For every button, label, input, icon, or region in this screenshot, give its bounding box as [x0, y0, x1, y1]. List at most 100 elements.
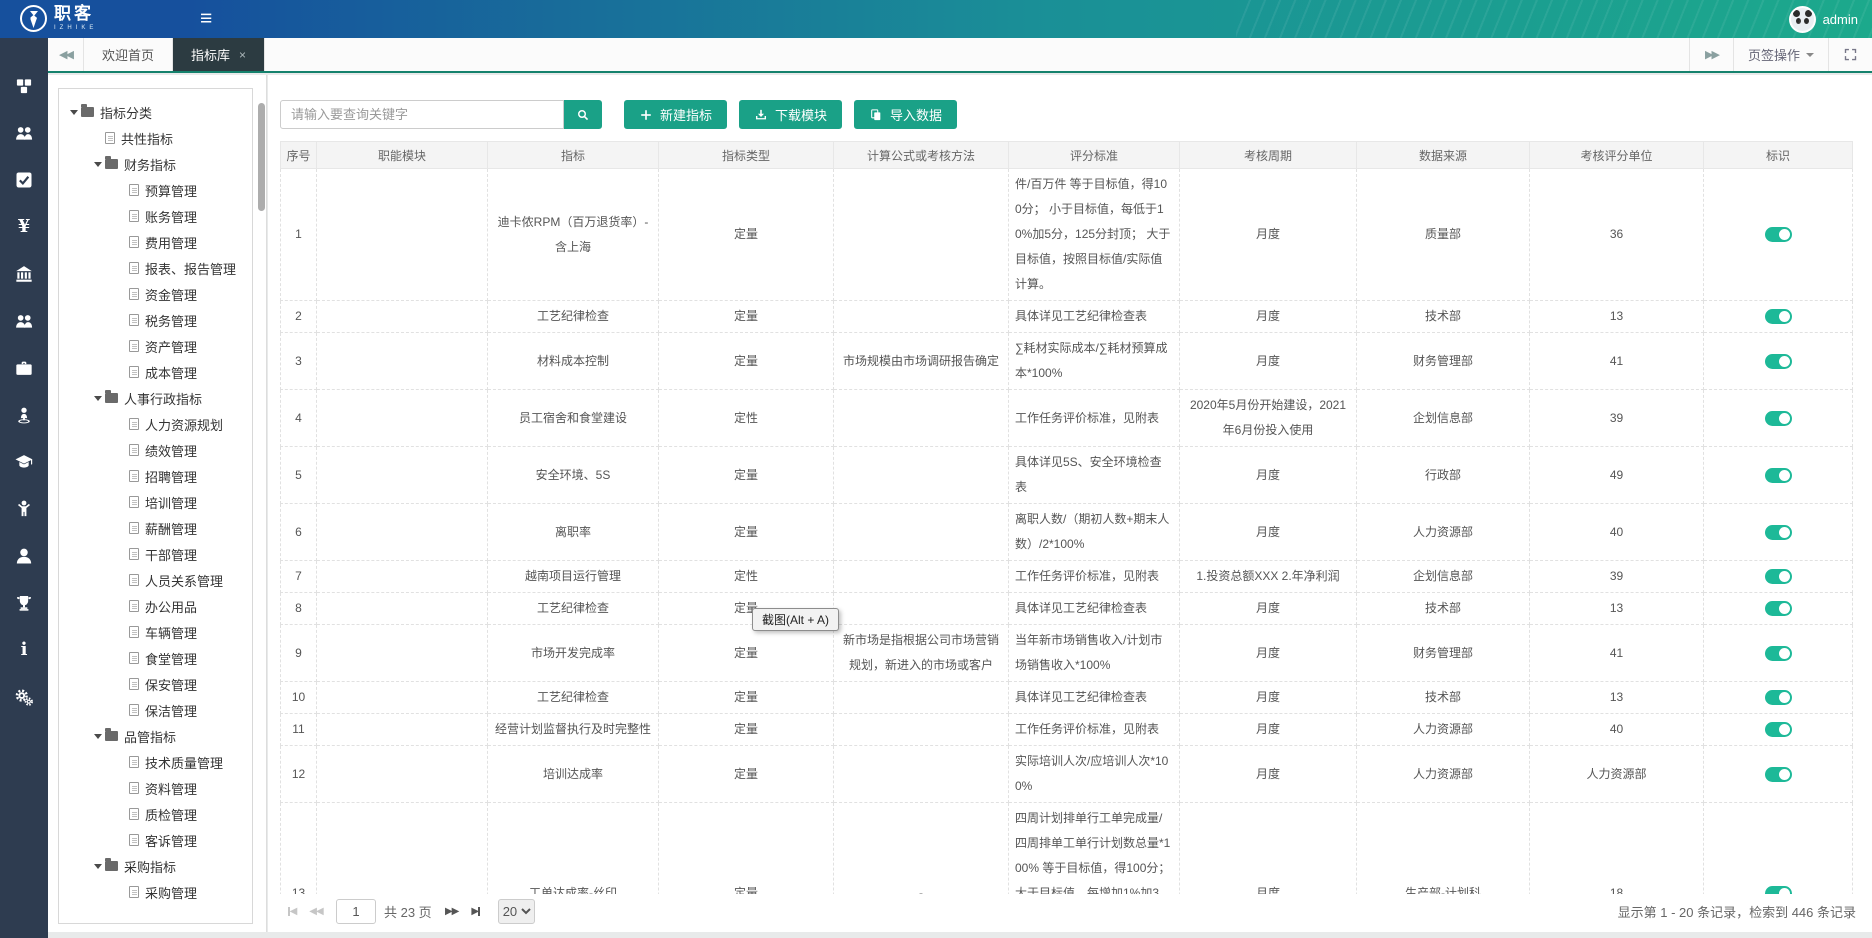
tree-item-leaf[interactable]: 费用管理	[67, 229, 252, 255]
prev-page-button[interactable]: ◀◀	[309, 905, 323, 917]
tree-item-label: 指标分类	[100, 105, 153, 121]
user-group-icon[interactable]	[0, 297, 48, 344]
cell-period: 月度	[1179, 300, 1357, 333]
status-toggle-on[interactable]	[1764, 227, 1792, 243]
tree-item-leaf[interactable]: 招聘管理	[67, 463, 252, 489]
tree-item-leaf[interactable]: 资产管理	[67, 333, 252, 359]
search-input[interactable]	[280, 100, 564, 129]
folder-icon	[81, 104, 94, 117]
cell-period: 月度	[1179, 332, 1357, 390]
tree-item-folder[interactable]: 财务指标	[67, 151, 252, 177]
close-tab-icon[interactable]: ×	[239, 47, 247, 62]
tree-item-leaf[interactable]: 报表、报告管理	[67, 255, 252, 281]
tree-item-leaf[interactable]: 资金管理	[67, 281, 252, 307]
tree-item-leaf[interactable]: 客诉管理	[67, 827, 252, 853]
gears-icon[interactable]	[0, 673, 48, 720]
user-group-icon[interactable]	[0, 109, 48, 156]
tree-item-folder[interactable]: 采购指标	[67, 853, 252, 879]
tree-item-folder[interactable]: 指标分类	[67, 99, 252, 125]
graduation-cap-icon[interactable]	[0, 438, 48, 485]
tree-item-leaf[interactable]: 账务管理	[67, 203, 252, 229]
tree-item-folder[interactable]: 人事行政指标	[67, 385, 252, 411]
status-toggle-on[interactable]	[1764, 467, 1792, 483]
status-toggle-on[interactable]	[1764, 886, 1792, 894]
first-page-button[interactable]: ◀	[287, 905, 297, 917]
tree-item-leaf[interactable]: 预算管理	[67, 177, 252, 203]
tree-scrollbar-thumb[interactable]	[258, 103, 265, 211]
user-avatar[interactable]	[1788, 5, 1816, 33]
fullscreen-button[interactable]	[1828, 38, 1872, 71]
tree-item-folder[interactable]: 品管指标	[67, 723, 252, 749]
cell-formula	[833, 168, 1009, 301]
cell-unit: 13	[1529, 300, 1704, 333]
status-toggle-on[interactable]	[1764, 569, 1792, 585]
child-icon[interactable]	[0, 485, 48, 532]
table-row: 2 工艺纪律检查 定量 具体详见工艺纪律检查表 月度 技术部 13	[280, 300, 1853, 333]
user-group-icon	[14, 311, 34, 331]
cell-unit: 18	[1529, 802, 1704, 894]
cell-indicator: 市场开发完成率	[487, 624, 659, 682]
cell-unit: 39	[1529, 560, 1704, 593]
tree-item-leaf[interactable]: 质检管理	[67, 801, 252, 827]
tree-item-leaf[interactable]: 技术质量管理	[67, 749, 252, 775]
tree-item-leaf[interactable]: 采购管理	[67, 879, 252, 905]
cell-module	[316, 446, 488, 504]
next-page-button[interactable]: ▶▶	[444, 905, 459, 917]
tree-item-leaf[interactable]: 共性指标	[67, 125, 252, 151]
tree-item-label: 质检管理	[145, 807, 198, 823]
user-menu[interactable]: admin	[1788, 0, 1858, 38]
status-toggle-on[interactable]	[1764, 722, 1792, 738]
page-number-input[interactable]	[336, 898, 376, 924]
import-data-button[interactable]: 导入数据	[854, 100, 958, 129]
tab-indicator-library[interactable]: 指标库 ×	[173, 38, 266, 71]
tree-item-leaf[interactable]: 人力资源规划	[67, 411, 252, 437]
scroll-tabs-right-button[interactable]: ▶▶	[1688, 38, 1733, 71]
status-toggle-on[interactable]	[1764, 353, 1792, 369]
tree-item-leaf[interactable]: 保安管理	[67, 671, 252, 697]
tree-item-leaf[interactable]: 培训管理	[67, 489, 252, 515]
tree-item-leaf[interactable]: 薪酬管理	[67, 515, 252, 541]
tree-item-leaf[interactable]: 食堂管理	[67, 645, 252, 671]
tree-item-leaf[interactable]: 成本管理	[67, 359, 252, 385]
yen-icon[interactable]: ¥	[0, 203, 48, 250]
hamburger-menu-icon[interactable]: ≡	[200, 7, 213, 30]
check-square-icon[interactable]	[0, 156, 48, 203]
search-button[interactable]	[564, 100, 602, 129]
tree-item-leaf[interactable]: 车辆管理	[67, 619, 252, 645]
person-pin-icon[interactable]	[0, 391, 48, 438]
tree-item-leaf[interactable]: 干部管理	[67, 541, 252, 567]
scroll-tabs-left-button[interactable]: ◀◀	[48, 38, 84, 71]
document-icon	[129, 808, 139, 820]
trophy-icon[interactable]	[0, 579, 48, 626]
cubes-icon	[14, 76, 34, 96]
tab-welcome[interactable]: 欢迎首页	[84, 38, 174, 71]
last-page-button[interactable]: ▶	[471, 905, 481, 917]
briefcase-icon[interactable]	[0, 344, 48, 391]
user-icon[interactable]	[0, 532, 48, 579]
status-toggle-on[interactable]	[1764, 524, 1792, 540]
tree-item-leaf[interactable]: 办公用品	[67, 593, 252, 619]
page-size-select[interactable]: 20	[497, 898, 535, 924]
download-module-button[interactable]: 下载模块	[739, 100, 843, 129]
status-toggle-on[interactable]	[1764, 410, 1792, 426]
category-sidebar: 指标分类 共性指标 财务指标 预算管理 账务管理 费用管理 报表、报告管理 资金管理 税务管理资…	[48, 75, 267, 932]
tree-item-leaf[interactable]: 资料管理	[67, 775, 252, 801]
status-toggle-on[interactable]	[1764, 309, 1792, 325]
cell-formula: -	[833, 802, 1009, 894]
status-toggle-on[interactable]	[1764, 690, 1792, 706]
status-toggle-on[interactable]	[1764, 766, 1792, 782]
info-icon[interactable]: i	[0, 626, 48, 673]
cell-module	[316, 802, 488, 894]
cubes-icon[interactable]	[0, 62, 48, 109]
tree-item-leaf[interactable]: 税务管理	[67, 307, 252, 333]
cell-flag	[1703, 713, 1853, 746]
status-toggle-on[interactable]	[1764, 601, 1792, 617]
new-indicator-button[interactable]: 新建指标	[624, 100, 728, 129]
tree-item-leaf[interactable]: 人员关系管理	[67, 567, 252, 593]
bank-icon[interactable]	[0, 250, 48, 297]
document-icon	[129, 574, 139, 586]
status-toggle-on[interactable]	[1764, 645, 1792, 661]
tree-item-leaf[interactable]: 绩效管理	[67, 437, 252, 463]
tab-operations-dropdown[interactable]: 页签操作	[1732, 38, 1828, 71]
tree-item-leaf[interactable]: 保洁管理	[67, 697, 252, 723]
